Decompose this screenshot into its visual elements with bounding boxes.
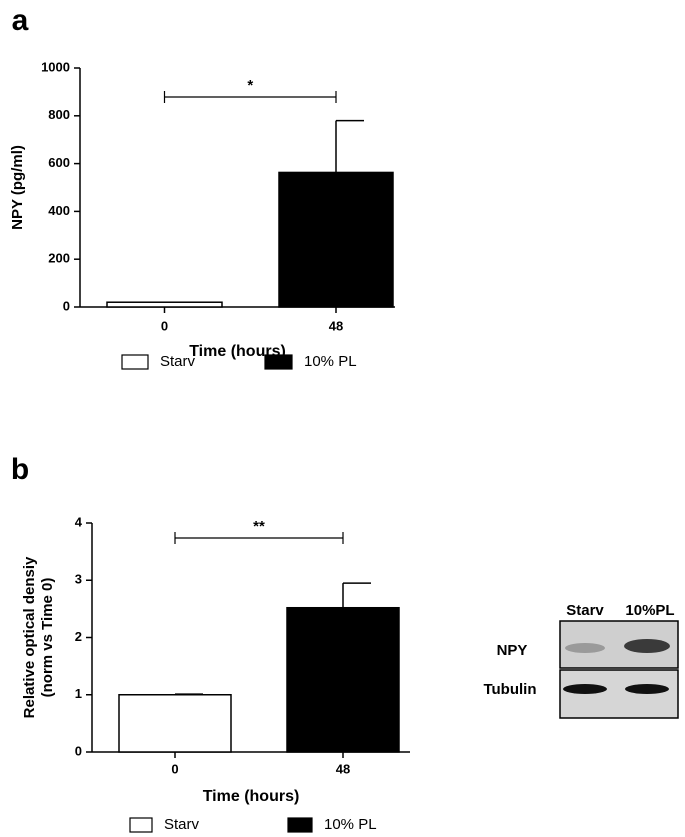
y-tick-label: 1 bbox=[75, 686, 82, 701]
x-axis-label: Time (hours) bbox=[189, 343, 286, 360]
y-tick-label: 2 bbox=[75, 629, 82, 644]
x-tick-label: 0 bbox=[161, 318, 168, 333]
legend-swatch bbox=[121, 354, 149, 370]
x-tick-label: 48 bbox=[329, 318, 343, 333]
legend-swatch bbox=[129, 817, 153, 833]
blot-band bbox=[625, 684, 669, 694]
y-tick-label: 400 bbox=[48, 203, 70, 218]
blot-band bbox=[563, 684, 607, 694]
panel-letter: a bbox=[12, 4, 29, 37]
significance-bracket bbox=[163, 91, 337, 103]
significance-label: ** bbox=[253, 518, 265, 535]
y-tick-label: 600 bbox=[48, 155, 70, 170]
legend-swatch bbox=[264, 354, 293, 370]
western-blot: Starv 10%PL NPY Tubulin bbox=[483, 602, 679, 719]
x-tick-label: 0 bbox=[171, 761, 178, 776]
y-tick-label: 4 bbox=[75, 514, 83, 529]
blot-lane-label: Starv bbox=[566, 602, 604, 619]
bar bbox=[106, 301, 223, 308]
blot-lane-label: 10%PL bbox=[625, 602, 674, 619]
error-bar bbox=[335, 119, 364, 173]
x-axis-label: Time (hours) bbox=[203, 788, 300, 805]
bar bbox=[118, 694, 232, 753]
legend-label: 10% PL bbox=[304, 353, 357, 370]
y-axis-label: (norm vs Time 0) bbox=[39, 578, 56, 698]
legend-label: Starv bbox=[164, 816, 200, 833]
blot-row-label: Tubulin bbox=[483, 681, 536, 698]
y-tick-label: 3 bbox=[75, 572, 82, 587]
bar bbox=[278, 171, 394, 308]
blot-row-label: NPY bbox=[497, 642, 528, 659]
significance-label: * bbox=[247, 77, 253, 94]
legend-label: Starv bbox=[160, 353, 196, 370]
y-tick-label: 0 bbox=[75, 743, 82, 758]
y-axis-label: NPY (pg/ml) bbox=[9, 145, 26, 230]
panel-letter: b bbox=[11, 453, 29, 486]
legend-label: 10% PL bbox=[324, 816, 377, 833]
significance-bracket bbox=[174, 532, 344, 544]
y-tick-label: 800 bbox=[48, 107, 70, 122]
y-axis-label: Relative optical densiy bbox=[21, 556, 38, 718]
blot-band bbox=[565, 643, 605, 653]
x-tick-label: 48 bbox=[336, 761, 350, 776]
y-tick-label: 1000 bbox=[41, 59, 70, 74]
y-tick-label: 0 bbox=[63, 298, 70, 313]
legend-swatch bbox=[287, 817, 313, 833]
error-bar bbox=[342, 582, 371, 608]
blot-band bbox=[624, 639, 670, 653]
bar bbox=[286, 606, 400, 753]
y-tick-label: 200 bbox=[48, 251, 70, 266]
blot-tubulin-panel bbox=[559, 669, 679, 719]
